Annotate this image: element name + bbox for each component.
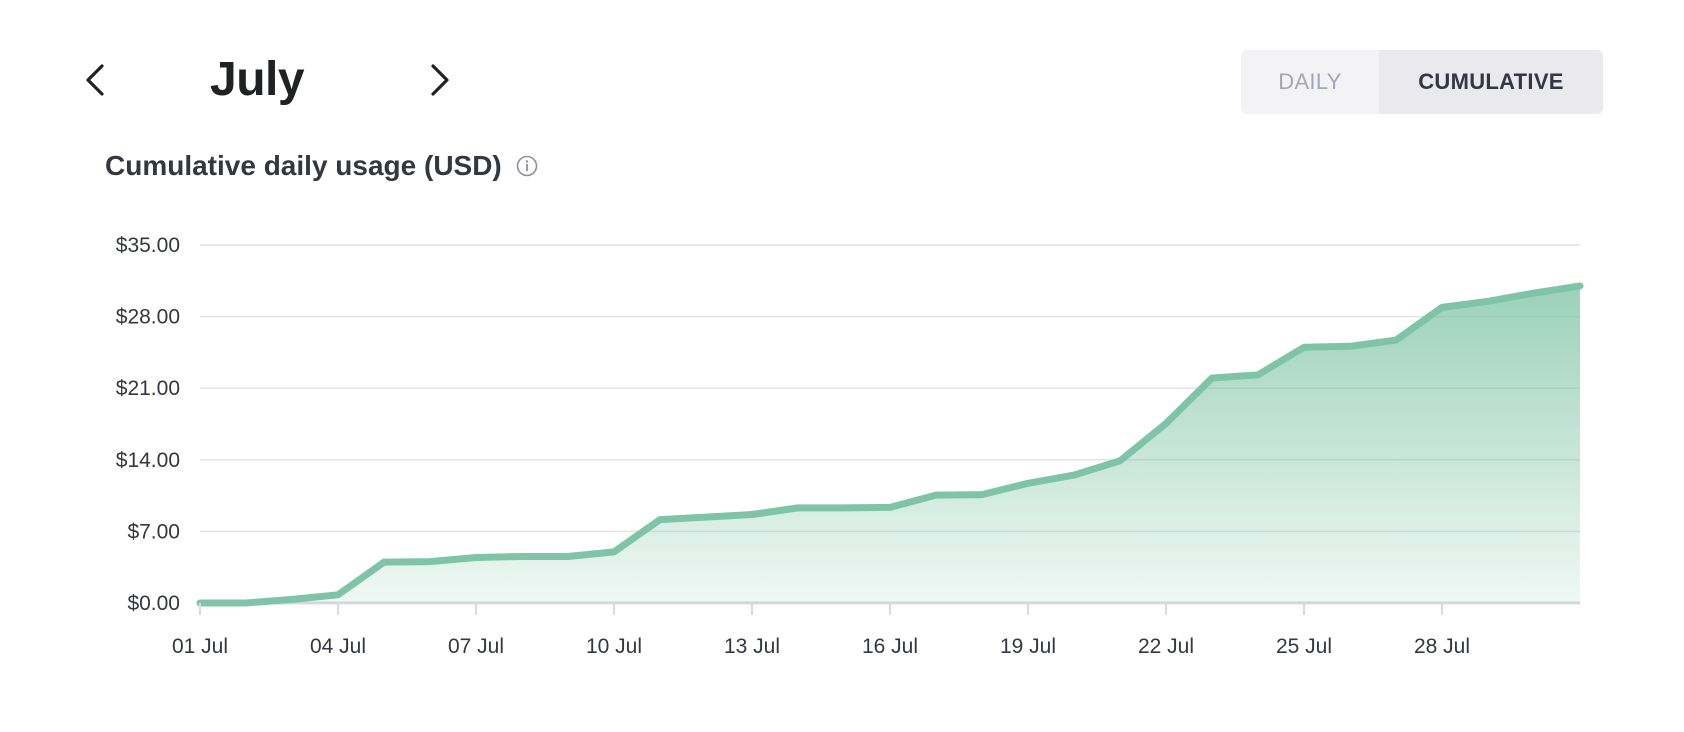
- chart-title-row: Cumulative daily usage (USD): [105, 150, 538, 182]
- chevron-left-icon: [86, 64, 104, 96]
- x-tick-label: 13 Jul: [724, 635, 780, 658]
- data-point[interactable]: 28 Jul: $28.90: [1436, 301, 1448, 313]
- y-tick-label: $28.00: [116, 306, 180, 329]
- y-tick-label: $0.00: [127, 592, 180, 615]
- data-point[interactable]: 30 Jul: $30.30: [1528, 287, 1540, 299]
- data-point[interactable]: 02 Jul: $0.00: [240, 597, 252, 609]
- data-point[interactable]: 07 Jul: $4.45: [470, 551, 482, 563]
- data-point[interactable]: 19 Jul: $11.70: [1022, 477, 1034, 489]
- next-month-button[interactable]: [415, 56, 463, 104]
- data-point[interactable]: 14 Jul: $9.30: [792, 502, 804, 514]
- data-point[interactable]: 18 Jul: $10.60: [976, 489, 988, 501]
- data-point[interactable]: 27 Jul: $25.70: [1390, 334, 1402, 346]
- x-tick-label: 19 Jul: [1000, 635, 1056, 658]
- area-fill: [200, 285, 1580, 603]
- data-point[interactable]: 08 Jul: $4.55: [516, 550, 528, 562]
- chart-title: Cumulative daily usage (USD): [105, 150, 502, 181]
- data-point[interactable]: 16 Jul: $9.35: [884, 501, 896, 513]
- x-tick-label: 16 Jul: [862, 635, 918, 658]
- x-tick-label: 22 Jul: [1138, 635, 1194, 658]
- data-point[interactable]: 03 Jul: $0.35: [286, 593, 298, 605]
- x-tick-label: 28 Jul: [1414, 635, 1470, 658]
- data-point[interactable]: 21 Jul: $13.90: [1114, 455, 1126, 467]
- data-point[interactable]: 25 Jul: $25.00: [1298, 341, 1310, 353]
- y-tick-label: $14.00: [116, 449, 180, 472]
- cumulative-toggle-button[interactable]: CUMULATIVE: [1379, 50, 1603, 114]
- y-tick-label: $7.00: [127, 520, 180, 543]
- data-point[interactable]: 13 Jul: $8.65: [746, 509, 758, 521]
- data-point[interactable]: 15 Jul: $9.30: [838, 502, 850, 514]
- data-point[interactable]: 20 Jul: $12.50: [1068, 469, 1080, 481]
- chevron-right-icon: [431, 64, 449, 96]
- y-tick-label: $21.00: [116, 377, 180, 400]
- data-point[interactable]: 12 Jul: $8.40: [700, 511, 712, 523]
- info-icon[interactable]: [516, 155, 538, 177]
- x-tick-label: 10 Jul: [586, 635, 642, 658]
- view-toggle: DAILY CUMULATIVE: [1241, 50, 1603, 114]
- data-point[interactable]: 06 Jul: $4.05: [424, 556, 436, 568]
- data-point[interactable]: 29 Jul: $29.50: [1482, 295, 1494, 307]
- x-tick-label: 07 Jul: [448, 635, 504, 658]
- data-point[interactable]: 17 Jul: $10.55: [930, 489, 942, 501]
- daily-toggle-button[interactable]: DAILY: [1241, 50, 1379, 114]
- data-point[interactable]: 31 Jul: $31.00: [1574, 280, 1586, 292]
- month-title: July: [210, 53, 305, 106]
- data-point[interactable]: 10 Jul: $5.00: [608, 546, 620, 558]
- series-line: [196, 282, 1584, 607]
- data-point[interactable]: 22 Jul: $17.55: [1160, 417, 1172, 429]
- data-point[interactable]: 26 Jul: $25.10: [1344, 340, 1356, 352]
- x-tick-label: 01 Jul: [172, 635, 228, 658]
- x-tick-label: 25 Jul: [1276, 635, 1332, 658]
- data-point[interactable]: 01 Jul: $0.00: [194, 597, 206, 609]
- prev-month-button[interactable]: [72, 56, 120, 104]
- x-tick-label: 04 Jul: [310, 635, 366, 658]
- data-point[interactable]: 05 Jul: $4.00: [378, 556, 390, 568]
- data-point[interactable]: 09 Jul: $4.55: [562, 550, 574, 562]
- y-tick-label: $35.00: [116, 234, 180, 257]
- data-point[interactable]: 24 Jul: $22.30: [1252, 369, 1264, 381]
- data-point[interactable]: 11 Jul: $8.15: [654, 514, 666, 526]
- data-point[interactable]: 23 Jul: $22.00: [1206, 372, 1218, 384]
- data-point[interactable]: 04 Jul: $0.80: [332, 589, 344, 601]
